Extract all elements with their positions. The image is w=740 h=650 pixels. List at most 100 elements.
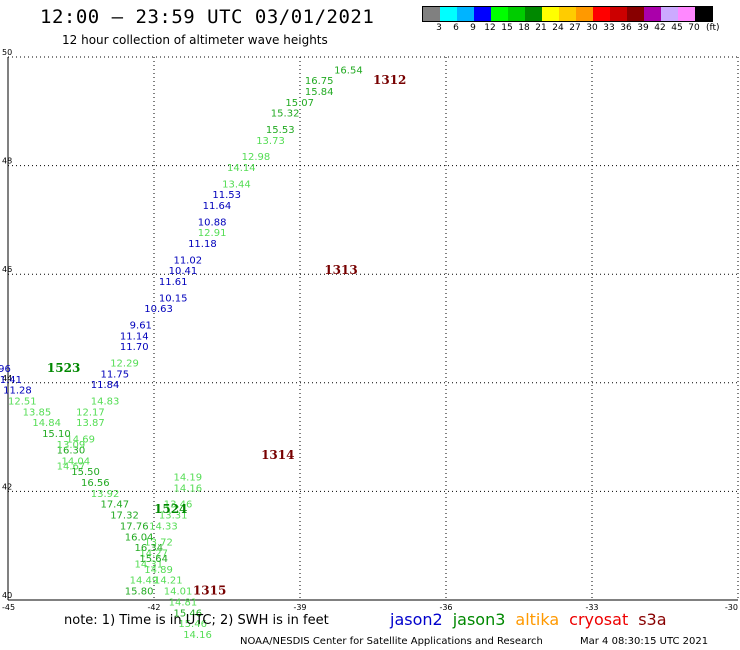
wave-height-value: 16.04: [125, 532, 154, 543]
y-tick-label: 40: [2, 591, 12, 600]
colorbar-label: 45: [671, 23, 683, 33]
wave-height-value: 13.46: [164, 500, 193, 511]
wave-height-value: 11.28: [3, 386, 32, 397]
wave-height-value: 12.51: [8, 397, 37, 408]
colorbar-swatch: [440, 7, 457, 21]
wave-height-value: 9.96: [0, 364, 11, 375]
wave-height-value: 14.49: [130, 576, 159, 587]
wave-height-value: 11.02: [173, 255, 202, 266]
wave-height-value: 11.14: [120, 331, 149, 342]
colorbar-label: 42: [654, 23, 666, 33]
wave-height-value: 14.16: [173, 483, 202, 494]
x-tick-label: -42: [147, 603, 160, 612]
wave-height-value: 14.21: [154, 576, 183, 587]
satellite-legend-item: jason2: [390, 610, 443, 629]
wave-height-value: 13.87: [76, 418, 105, 429]
satellite-legend-item: jason3: [452, 610, 506, 629]
wave-height-value: 15.80: [125, 587, 154, 598]
wave-height-value: 16.75: [305, 76, 334, 87]
colorbar-swatch: [678, 7, 695, 21]
colorbar-swatch: [627, 7, 644, 21]
wave-height-value: 13.31: [159, 511, 188, 522]
satellite-legend: jason2 jason3 altika cryosat s3a: [390, 610, 677, 629]
colorbar-label: 30: [586, 23, 598, 33]
wave-height-value: 10.41: [169, 266, 198, 277]
colorbar-label: 18: [518, 23, 530, 33]
wave-height-value: 14.04: [62, 456, 91, 467]
wave-height-value: 14.31: [135, 559, 164, 570]
wave-height-value: 13.73: [256, 136, 285, 147]
wave-height-value: 15.50: [71, 467, 100, 478]
chart-title: 12:00 — 23:59 UTC 03/01/2021: [40, 6, 375, 28]
satellite-legend-item: cryosat: [569, 610, 629, 629]
wave-height-value: 17.76: [120, 521, 149, 532]
satellite-legend-item: s3a: [638, 610, 667, 629]
y-tick-label: 50: [2, 48, 12, 57]
colorbar-swatch: [542, 7, 559, 21]
y-tick-label: 48: [2, 157, 12, 166]
wave-height-value: 11.41: [0, 375, 22, 386]
wave-height-value: 10.63: [144, 304, 173, 315]
satellite-legend-item: altika: [515, 610, 560, 629]
footer-timestamp: Mar 4 08:30:15 UTC 2021: [580, 636, 709, 647]
wave-height-value: 13.44: [222, 179, 251, 190]
colorbar-label: 9: [470, 23, 476, 33]
wave-height-value: 15.10: [42, 429, 71, 440]
colorbar-label: 36: [620, 23, 632, 33]
x-tick-label: -33: [585, 603, 598, 612]
colorbar-swatch: [474, 7, 491, 21]
wave-height-value: 13.85: [23, 407, 52, 418]
colorbar-label: 15: [501, 23, 513, 33]
wave-height-value: 13.92: [91, 489, 120, 500]
colorbar-swatch: [593, 7, 610, 21]
wave-height-value: 15.84: [305, 87, 334, 98]
y-tick-label: 42: [2, 482, 12, 491]
pass-number-label: 1312: [373, 73, 406, 87]
wave-height-value: 13.09: [57, 440, 86, 451]
wave-height-value: 12.91: [198, 228, 227, 239]
pass-number-label: 1315: [193, 584, 226, 598]
y-tick-label: 46: [2, 265, 12, 274]
wave-height-value: 10.15: [159, 293, 188, 304]
colorbar-label: 70: [688, 23, 700, 33]
colorbar-label: 39: [637, 23, 649, 33]
wave-height-value: 11.64: [203, 201, 232, 212]
wave-height-value: 15.32: [271, 109, 300, 120]
colorbar-swatch: [491, 7, 508, 21]
wave-height-value: 16.30: [57, 445, 86, 456]
colorbar-swatches: [422, 6, 713, 22]
colorbar-swatch: [457, 7, 474, 21]
wave-height-value: 15.07: [285, 98, 314, 109]
wave-height-value: 13.72: [144, 538, 173, 549]
wave-height-value: 17.32: [110, 511, 139, 522]
colorbar-swatch: [508, 7, 525, 21]
plot-axes: -45 -42 -39 -36 -33 -30 40 42 44 46 48 50: [2, 48, 738, 612]
colorbar-legend: 3 6 9 12 15 18 21 24 27 30 33 36 39 42 45 70 (ft): [422, 6, 720, 34]
chart-subtitle: 12 hour collection of altimeter wave hei…: [62, 33, 328, 47]
x-tick-label: -45: [2, 603, 15, 612]
colorbar-labels: 3 6 9 12 15 18 21 24 27 30 33 36 39 42 45 70 (ft): [422, 22, 719, 34]
colorbar-swatch: [610, 7, 627, 21]
wave-height-value: 15.46: [178, 619, 207, 630]
wave-height-value: 14.14: [227, 163, 256, 174]
wave-height-value: 16.54: [334, 65, 363, 76]
wave-height-value: 15.64: [139, 554, 168, 565]
colorbar-label: 33: [603, 23, 615, 33]
colorbar-swatch: [525, 7, 542, 21]
y-tick-label: 44: [2, 374, 12, 383]
colorbar-label: 6: [453, 23, 459, 33]
wave-height-value: 17.47: [100, 500, 129, 511]
wave-height-value: 10.88: [198, 217, 227, 228]
x-tick-label: -30: [725, 603, 738, 612]
wave-height-value: 11.84: [91, 380, 120, 391]
units-note: note: 1) Time is in UTC; 2) SWH is in fe…: [64, 613, 329, 628]
wave-height-value: 11.75: [100, 369, 129, 380]
wave-height-value: 15.46: [173, 608, 202, 619]
wave-height-value: 14.69: [66, 435, 95, 446]
footer-credit: NOAA/NESDIS Center for Satellite Applica…: [240, 636, 543, 647]
colorbar-label: 27: [569, 23, 581, 33]
wave-height-value: 15.53: [266, 125, 295, 136]
pass-labels: 1312 1313 1314 1315 1523 1524: [47, 73, 406, 597]
wave-height-value: 14.81: [169, 597, 198, 608]
